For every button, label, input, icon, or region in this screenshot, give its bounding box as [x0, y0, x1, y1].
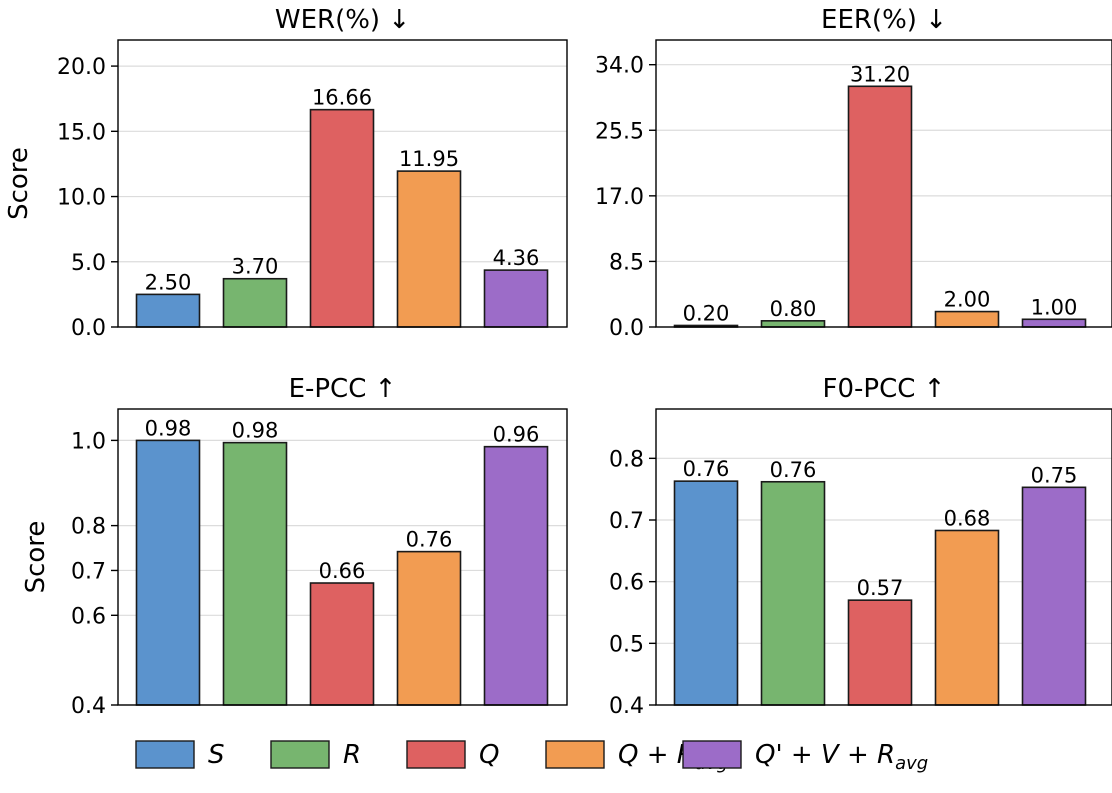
- y-tick-label: 0.7: [609, 509, 644, 534]
- y-tick-label: 0.6: [609, 571, 644, 596]
- y-axis-label: Score: [21, 521, 51, 594]
- bar-q-r-avg: [396, 170, 462, 328]
- y-tick-label: 0.4: [609, 694, 644, 719]
- data-label: 0.98: [232, 419, 279, 443]
- y-tick-label: 15.0: [57, 120, 106, 145]
- legend-label: R: [343, 740, 361, 770]
- y-tick-label: 0.0: [71, 316, 106, 341]
- axes-frame: [655, 39, 1112, 328]
- y-tick-label: 0.0: [609, 316, 644, 341]
- chart-panel-2: 0.20 0.80 31.20 2.00 1.00 0.0 8.5 17.0 25.5 34.0 E…: [595, 5, 1112, 341]
- bar-q-v-r-avg: [483, 269, 549, 328]
- axes-frame: [117, 39, 568, 328]
- axes-frame: [655, 408, 1112, 706]
- y-tick-label: 34.0: [595, 54, 644, 79]
- chart-title: EER(%) ↓: [821, 5, 947, 35]
- bar-s: [135, 439, 201, 706]
- bar-q-r-avg: [396, 550, 462, 706]
- bar-q-r-avg: [934, 529, 1000, 706]
- bar-q: [847, 599, 913, 706]
- data-label: 0.20: [683, 301, 730, 325]
- bar-q-r-avg: [934, 310, 1000, 328]
- chart-title: WER(%) ↓: [275, 5, 410, 35]
- bar-r: [222, 441, 288, 706]
- data-label: 2.50: [145, 270, 192, 294]
- y-tick-label: 5.0: [71, 251, 106, 276]
- chart-panel-1: 2.50 3.70 16.66 11.95 4.36 0.0 5.0 10.0 15.0 20.0…: [4, 5, 568, 341]
- legend-label: Q: [479, 740, 499, 770]
- data-label: 2.00: [944, 288, 991, 312]
- legend-swatch: [545, 740, 605, 769]
- y-tick-label: 17.0: [595, 185, 644, 210]
- data-label: 0.68: [944, 506, 991, 530]
- bar-q: [309, 582, 375, 706]
- legend-swatch: [270, 740, 330, 769]
- data-label: 11.95: [399, 147, 459, 171]
- bar-r: [760, 320, 826, 328]
- y-tick-label: 0.5: [609, 632, 644, 657]
- data-label: 0.80: [770, 297, 817, 321]
- y-tick-label: 1.0: [71, 429, 106, 454]
- data-label: 0.76: [683, 457, 730, 481]
- chart-title: F0-PCC ↑: [823, 374, 946, 404]
- y-tick-label: 0.7: [71, 559, 106, 584]
- data-label: 0.75: [1031, 463, 1078, 487]
- data-label: 4.36: [493, 246, 540, 270]
- bar-q-v-r-avg: [483, 445, 549, 706]
- y-axis-label: Score: [4, 147, 34, 220]
- data-label: 31.20: [850, 62, 910, 86]
- y-tick-label: 0.8: [609, 447, 644, 472]
- legend-swatch: [682, 740, 742, 769]
- legend-label: S: [208, 740, 225, 770]
- data-label: 0.76: [770, 458, 817, 482]
- chart-panel-4: 0.76 0.76 0.57 0.68 0.75 0.4 0.5 0.6 0.7 0.8 F0-PC…: [609, 374, 1112, 719]
- data-label: 3.70: [232, 255, 279, 279]
- data-label: 0.96: [493, 423, 540, 447]
- bar-s: [135, 293, 201, 328]
- bar-r: [760, 480, 826, 706]
- y-tick-label: 8.5: [609, 250, 644, 275]
- bar-q: [309, 108, 375, 328]
- bar-q: [847, 85, 913, 328]
- legend-label: Q' + V + Ravg: [755, 740, 928, 774]
- chart-panel-3: 0.98 0.98 0.66 0.76 0.96 0.4 0.6 0.7 0.8 1.0 E-PCC…: [21, 374, 568, 719]
- axes-frame: [117, 408, 568, 706]
- data-label: 0.76: [406, 528, 453, 552]
- y-tick-label: 0.6: [71, 604, 106, 629]
- y-tick-label: 10.0: [57, 186, 106, 211]
- data-label: 0.57: [857, 576, 904, 600]
- y-tick-label: 25.5: [595, 119, 644, 144]
- data-label: 0.98: [145, 416, 192, 440]
- data-label: 16.66: [312, 86, 372, 110]
- y-tick-label: 0.8: [71, 515, 106, 540]
- data-label: 0.66: [319, 559, 366, 583]
- legend-swatch: [135, 740, 195, 769]
- y-tick-label: 0.4: [71, 694, 106, 719]
- bar-r: [222, 277, 288, 328]
- legend-swatch: [406, 740, 466, 769]
- y-tick-label: 20.0: [57, 55, 106, 80]
- bar-q-v-r-avg: [1021, 486, 1087, 706]
- bar-s: [673, 480, 739, 706]
- chart-title: E-PCC ↑: [289, 374, 397, 404]
- data-label: 1.00: [1031, 295, 1078, 319]
- bar-q-v-r-avg: [1021, 318, 1087, 328]
